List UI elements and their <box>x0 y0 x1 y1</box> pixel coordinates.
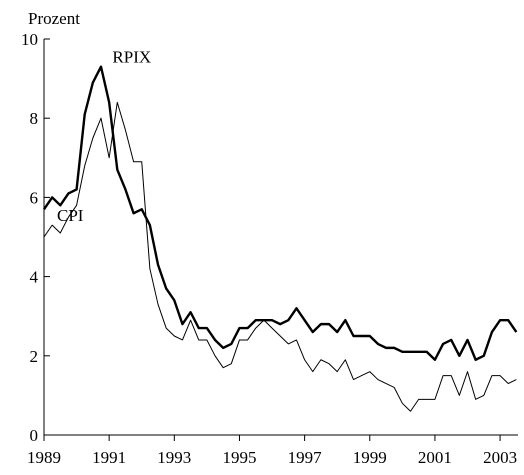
annotation: CPI <box>57 206 84 225</box>
y-tick-label: 6 <box>30 188 39 207</box>
x-tick-label: 1999 <box>353 448 387 467</box>
x-tick-label: 2001 <box>418 448 452 467</box>
x-tick-label: 2003 <box>483 448 517 467</box>
y-axis-label: Prozent <box>28 9 80 28</box>
annotation: RPIX <box>112 48 151 67</box>
x-tick-label: 1989 <box>27 448 61 467</box>
y-tick-label: 4 <box>30 268 39 287</box>
x-tick-label: 1993 <box>157 448 191 467</box>
y-tick-label: 8 <box>30 109 39 128</box>
x-tick-label: 1997 <box>288 448 323 467</box>
series-line <box>43 65 518 361</box>
series-line <box>43 101 517 412</box>
y-tick-label: 0 <box>30 426 39 445</box>
y-tick-label: 2 <box>30 347 39 366</box>
x-tick-label: 1995 <box>222 448 256 467</box>
x-tick-label: 1991 <box>92 448 126 467</box>
y-tick-label: 10 <box>21 30 38 49</box>
